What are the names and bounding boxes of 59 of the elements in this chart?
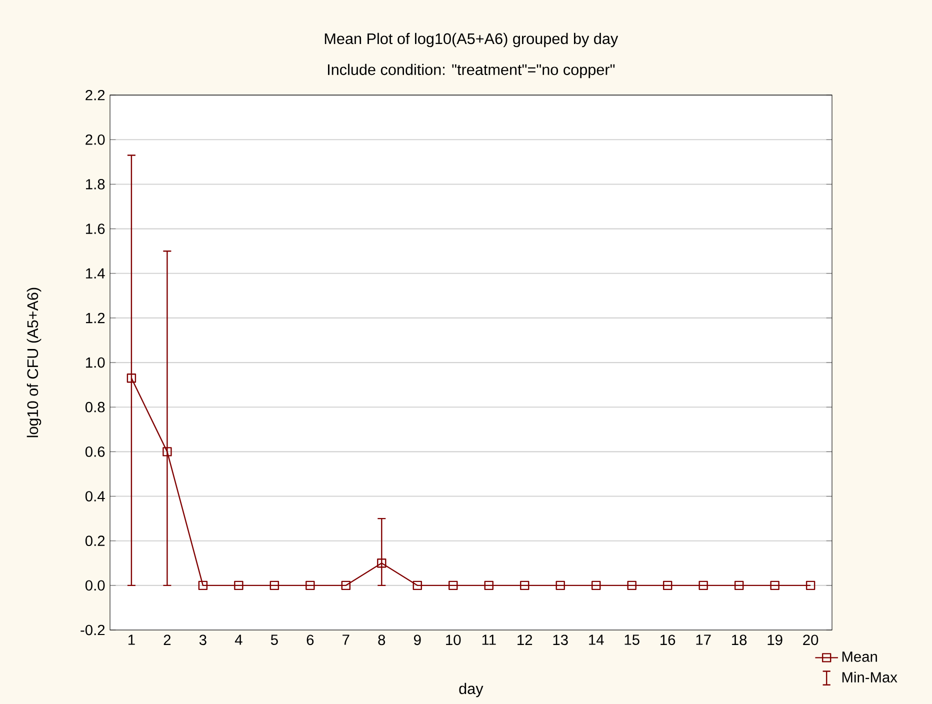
point xyxy=(270,580,280,590)
point xyxy=(627,580,636,590)
point xyxy=(734,580,744,590)
x-tick-label: 9 xyxy=(414,634,421,646)
point xyxy=(806,580,816,590)
x-tick-label: 4 xyxy=(234,634,242,645)
x-tick-label: 14 xyxy=(589,634,604,645)
point xyxy=(198,580,208,590)
x-tick-label: 3 xyxy=(199,634,206,646)
point xyxy=(306,580,315,590)
chart-subtitle: Include condition: "treatment"="no copper" xyxy=(328,64,615,78)
y-tick-label: 2.0 xyxy=(86,134,105,145)
y-tick-label: 1.6 xyxy=(86,224,105,234)
y-tick-label: 0.4 xyxy=(85,491,105,502)
point xyxy=(520,580,530,590)
y-tick-label: 1.2 xyxy=(86,312,105,324)
point xyxy=(698,580,708,590)
y-tick-label: 1.0 xyxy=(86,357,105,368)
y-tick-label: 0.0 xyxy=(85,580,105,591)
y-tick-label: 1.4 xyxy=(86,268,105,278)
legend-label: Mean xyxy=(842,652,877,662)
x-tick-label: 18 xyxy=(732,634,747,646)
x-tick-label: 6 xyxy=(306,634,314,646)
point xyxy=(448,580,458,590)
y-axis-title: log10 of CFU (A5+A6) xyxy=(26,288,42,438)
text: Min-Max xyxy=(842,672,898,683)
x-tick-label: 13 xyxy=(553,634,568,646)
x-tick-label: 16 xyxy=(660,634,676,646)
x-tick-label: 19 xyxy=(768,634,782,646)
chart-title: Mean Plot of log10(A5+A6) grouped by day xyxy=(324,32,618,48)
y-tick-label: 1.8 xyxy=(86,179,105,190)
x-tick-label: 2 xyxy=(164,634,171,645)
y-tick-label: 0.8 xyxy=(85,402,105,412)
point xyxy=(234,580,244,590)
x-tick-label: 20 xyxy=(803,634,818,646)
x-tick-label: 10 xyxy=(446,634,461,646)
x-tick-label: 17 xyxy=(696,634,711,645)
y-tick-label: 2.2 xyxy=(86,90,105,100)
x-tick-label: 12 xyxy=(518,634,532,645)
x-tick-label: 7 xyxy=(342,634,350,645)
y-tick-label: 0.2 xyxy=(85,536,105,546)
x-tick-label: 5 xyxy=(270,634,278,645)
point xyxy=(412,580,422,590)
x-tick-label: 11 xyxy=(482,634,496,645)
point xyxy=(126,374,136,383)
point xyxy=(770,580,780,590)
point xyxy=(592,580,601,590)
y-tick-label: 0.6 xyxy=(85,446,105,457)
point xyxy=(484,580,494,590)
y-tick-label: -0.2 xyxy=(80,624,105,636)
x-tick-label: 8 xyxy=(378,634,386,646)
point xyxy=(556,580,565,590)
point xyxy=(162,447,172,456)
x-tick-label: 15 xyxy=(624,634,640,645)
x-tick-label: 1 xyxy=(128,634,135,645)
point xyxy=(377,558,386,568)
x-axis-title: day xyxy=(459,682,484,698)
point xyxy=(662,580,672,590)
point xyxy=(341,580,351,590)
